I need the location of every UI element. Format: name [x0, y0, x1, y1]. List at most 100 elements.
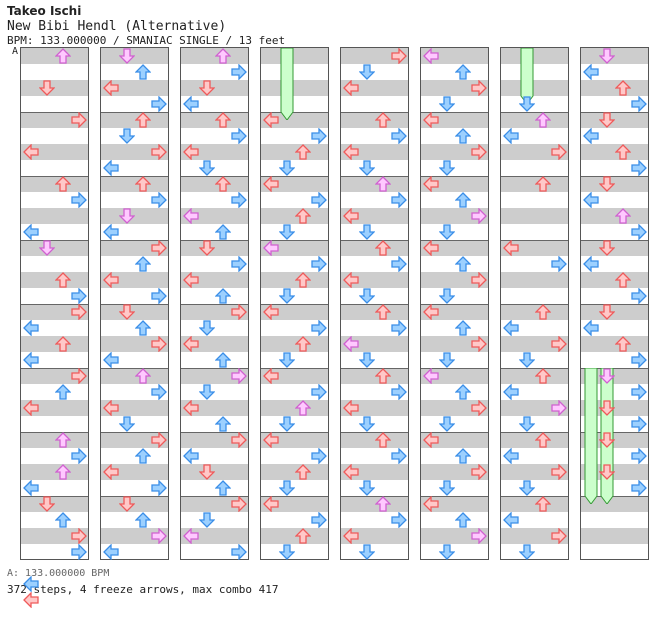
- beat-stripe: [101, 112, 168, 128]
- measure-line: [581, 240, 648, 241]
- step-arrow-down: [119, 48, 135, 64]
- beat-stripe: [101, 336, 168, 352]
- step-arrow-right: [151, 144, 167, 160]
- step-arrow-left: [263, 304, 279, 320]
- step-arrow-up: [135, 176, 151, 192]
- step-arrow-down: [119, 208, 135, 224]
- step-arrow-left: [23, 320, 39, 336]
- step-arrow-left: [263, 368, 279, 384]
- beat-stripe: [101, 368, 168, 384]
- step-arrow-down: [599, 112, 615, 128]
- measure-line: [581, 112, 648, 113]
- beat-stripe: [21, 112, 88, 128]
- step-arrow-up: [215, 480, 231, 496]
- beat-stripe: [261, 208, 328, 224]
- step-arrow-left: [23, 144, 39, 160]
- measure-line: [501, 240, 568, 241]
- measure-line: [421, 176, 488, 177]
- step-arrow-left: [343, 208, 359, 224]
- measure-line: [581, 304, 648, 305]
- measure-line: [261, 112, 328, 113]
- beat-stripe: [181, 304, 248, 320]
- beat-stripe: [101, 240, 168, 256]
- step-arrow-left: [343, 528, 359, 544]
- step-arrow-down: [519, 480, 535, 496]
- step-arrow-right: [71, 544, 87, 560]
- step-arrow-up: [215, 416, 231, 432]
- step-arrow-left: [343, 464, 359, 480]
- beat-stripe: [181, 432, 248, 448]
- step-arrow-right: [151, 240, 167, 256]
- beat-stripe: [421, 176, 488, 192]
- measure-line: [21, 304, 88, 305]
- beat-stripe: [501, 368, 568, 384]
- step-arrow-left: [343, 400, 359, 416]
- step-arrow-right: [471, 528, 487, 544]
- beat-stripe: [101, 432, 168, 448]
- step-arrow-up: [215, 224, 231, 240]
- beat-stripe: [261, 528, 328, 544]
- beat-stripe: [21, 368, 88, 384]
- measure-line: [21, 240, 88, 241]
- measure-line: [101, 368, 168, 369]
- step-arrow-up: [535, 304, 551, 320]
- step-arrow-left: [423, 432, 439, 448]
- measure-line: [421, 432, 488, 433]
- step-arrow-down: [359, 288, 375, 304]
- step-arrow-down: [599, 176, 615, 192]
- beat-stripe: [101, 80, 168, 96]
- beat-stripe: [21, 336, 88, 352]
- step-arrow-up: [535, 176, 551, 192]
- step-arrow-up: [55, 432, 71, 448]
- measure-line: [581, 368, 648, 369]
- beat-stripe: [261, 336, 328, 352]
- step-arrow-right: [71, 192, 87, 208]
- step-arrow-right: [71, 304, 87, 320]
- beat-stripe: [261, 144, 328, 160]
- chart-column-6: [420, 47, 489, 560]
- step-arrow-up: [455, 320, 471, 336]
- step-arrow-up: [55, 272, 71, 288]
- beat-stripe: [421, 304, 488, 320]
- step-arrow-right: [631, 416, 647, 432]
- bpm-legend: A: 133.000000 BPM: [7, 568, 110, 579]
- beat-stripe: [341, 432, 408, 448]
- measure-line: [341, 240, 408, 241]
- step-arrow-down: [359, 480, 375, 496]
- step-arrow-up: [535, 112, 551, 128]
- beat-stripe: [181, 528, 248, 544]
- freeze-arrow: [584, 368, 598, 504]
- step-arrow-left: [503, 384, 519, 400]
- step-arrow-left: [103, 160, 119, 176]
- step-arrow-right: [311, 384, 327, 400]
- measure-line: [581, 432, 648, 433]
- beat-stripe: [581, 272, 648, 288]
- beat-stripe: [181, 336, 248, 352]
- measure-line: [341, 368, 408, 369]
- step-arrow-down: [199, 80, 215, 96]
- step-arrow-left: [183, 272, 199, 288]
- step-arrow-up: [455, 64, 471, 80]
- measure-line: [421, 240, 488, 241]
- step-arrow-right: [71, 528, 87, 544]
- beat-stripe: [341, 464, 408, 480]
- step-arrow-right: [391, 448, 407, 464]
- step-arrow-right: [231, 192, 247, 208]
- step-arrow-up: [615, 208, 631, 224]
- step-arrow-right: [151, 288, 167, 304]
- measure-line: [501, 176, 568, 177]
- step-arrow-up: [375, 304, 391, 320]
- measure-line: [581, 496, 648, 497]
- step-arrow-right: [391, 512, 407, 528]
- step-arrow-down: [359, 64, 375, 80]
- beat-stripe: [421, 400, 488, 416]
- step-arrow-down: [279, 160, 295, 176]
- step-arrow-right: [631, 160, 647, 176]
- step-arrow-left: [503, 320, 519, 336]
- step-arrow-left: [263, 176, 279, 192]
- measure-line: [101, 304, 168, 305]
- step-arrow-down: [599, 304, 615, 320]
- beat-stripe: [581, 208, 648, 224]
- step-arrow-left: [343, 144, 359, 160]
